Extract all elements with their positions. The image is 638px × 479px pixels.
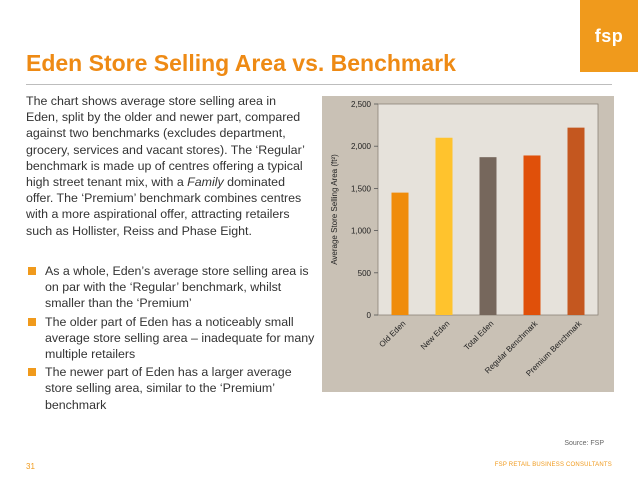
y-axis-label: Average Store Selling Area (ft²) [330,154,339,265]
intro-paragraph: The chart shows average store selling ar… [26,93,308,239]
footer-brand: FSP RETAIL BUSINESS CONSULTANTS [494,462,612,468]
y-tick-label: 0 [367,311,372,320]
bar [435,137,453,315]
bullet-text: The newer part of Eden has a larger aver… [45,365,292,412]
bar [479,157,497,315]
y-tick-label: 500 [358,269,372,278]
chart-svg: 0 500 1,000 1,500 2,000 2,500 Average Store Se… [330,100,599,378]
y-tick-label: 1,500 [351,184,372,193]
fsp-logo: fsp [580,0,638,72]
bullet-text: The older part of Eden has a noticeably … [45,314,315,362]
bullet-item: The older part of Eden has a noticeably … [26,314,316,363]
bullet-square-icon [28,368,36,377]
bullet-item: The newer part of Eden has a larger aver… [26,364,316,413]
y-tick-label: 1,000 [351,227,372,236]
bullet-square-icon [28,317,36,326]
bullet-text: As a whole, Eden’s average store selling… [45,264,309,311]
bar [567,127,585,315]
x-tick-label: Old Eden [377,319,407,349]
intro-emphasis: Family [187,175,224,190]
title-divider [26,84,612,85]
logo-text: fsp [594,25,624,46]
x-tick-label: Total Eden [462,319,495,352]
bar-chart: 0 500 1,000 1,500 2,000 2,500 Average Store Se… [322,96,614,392]
bullet-list: As a whole, Eden’s average store selling… [26,263,316,415]
bar [523,155,541,315]
page-title: Eden Store Selling Area vs. Benchmark [26,50,456,76]
intro-text-after: dominated offer. The ‘Premium’ benchmark… [26,175,302,238]
x-tick-label: New Eden [419,319,451,351]
y-tick-label: 2,500 [351,100,372,109]
source-note: Source: FSP [564,440,604,447]
intro-text-before: The chart shows average store selling ar… [26,94,305,190]
bar [391,192,409,315]
page-number: 31 [26,462,35,471]
bullet-square-icon [28,267,36,275]
bullet-item: As a whole, Eden’s average store selling… [26,263,316,312]
y-tick-label: 2,000 [351,142,372,151]
